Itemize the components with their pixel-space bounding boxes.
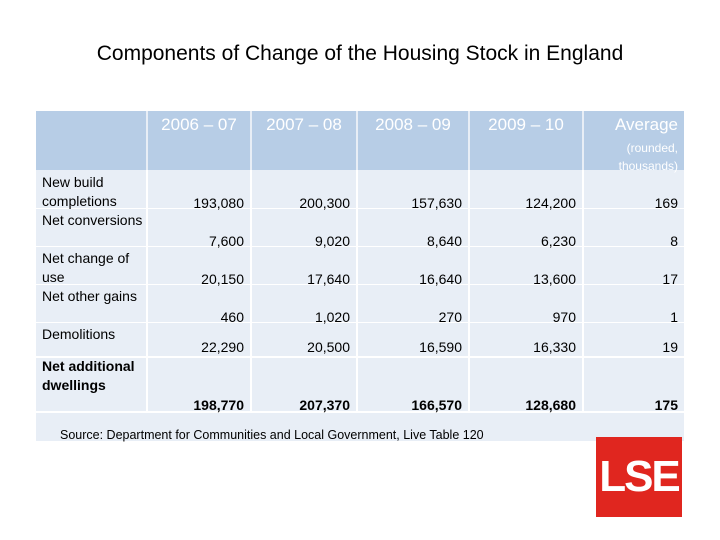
cell: 9,020 <box>314 233 350 249</box>
cell: 22,290 <box>201 339 244 355</box>
cell: 970 <box>552 309 576 325</box>
cell: 7,600 <box>208 233 244 249</box>
cell: 8 <box>670 233 678 249</box>
row-divider <box>36 356 684 358</box>
total-cell: 207,370 <box>299 397 350 413</box>
cell: 16,590 <box>419 339 462 355</box>
row-divider <box>36 411 684 413</box>
header-col-3: 2008 – 09 <box>358 111 468 170</box>
cell: 19 <box>662 339 678 355</box>
col-divider <box>468 170 470 411</box>
cell: 169 <box>654 195 678 211</box>
cell: 20,500 <box>307 339 350 355</box>
average-note: (rounded, thousands) <box>618 141 678 173</box>
row-divider <box>36 284 684 285</box>
total-cell: 198,770 <box>193 397 244 413</box>
header-col-2: 2007 – 08 <box>252 111 356 170</box>
cell: 157,630 <box>411 195 462 211</box>
col-divider <box>146 170 148 411</box>
cell: 20,150 <box>201 271 244 287</box>
cell: 13,600 <box>533 271 576 287</box>
header-col-average: Average (rounded, thousands) <box>584 111 684 173</box>
cell: 8,640 <box>426 233 462 249</box>
housing-stock-table: 2006 – 07 2007 – 08 2008 – 09 2009 – 10 … <box>36 111 684 441</box>
row-divider <box>36 246 684 247</box>
cell: 17 <box>662 271 678 287</box>
cell: 193,080 <box>193 195 244 211</box>
slide-title: Components of Change of the Housing Stoc… <box>96 42 624 65</box>
col-divider <box>582 170 584 411</box>
col-divider <box>356 170 358 411</box>
total-cell: 175 <box>654 397 678 413</box>
header-col-4: 2009 – 10 <box>470 111 582 170</box>
cell: 6,230 <box>540 233 576 249</box>
header-corner-cell <box>36 111 146 170</box>
cell: 1,020 <box>314 309 350 325</box>
row-label-new-build: New build completions <box>42 174 117 209</box>
row-label-change-of-use: Net change of use <box>42 250 130 285</box>
source-note: Source: Department for Communities and L… <box>60 428 484 442</box>
cell: 200,300 <box>299 195 350 211</box>
row-divider <box>36 322 684 323</box>
cell: 17,640 <box>307 271 350 287</box>
cell: 16,330 <box>533 339 576 355</box>
lse-logo: LSE <box>596 437 682 517</box>
row-label-net-additional: Net additional dwellings <box>42 358 135 393</box>
row-label-demolitions: Demolitions <box>42 326 116 342</box>
cell: 1 <box>670 309 678 325</box>
total-cell: 166,570 <box>411 397 462 413</box>
row-label-net-conversions: Net conversions <box>42 212 143 228</box>
cell: 124,200 <box>525 195 576 211</box>
cell: 16,640 <box>419 271 462 287</box>
row-divider <box>36 208 684 209</box>
cell: 270 <box>438 309 462 325</box>
col-divider <box>250 170 252 411</box>
row-label-other-gains: Net other gains <box>42 288 137 304</box>
total-cell: 128,680 <box>525 397 576 413</box>
cell: 460 <box>220 309 244 325</box>
header-col-1: 2006 – 07 <box>148 111 250 170</box>
